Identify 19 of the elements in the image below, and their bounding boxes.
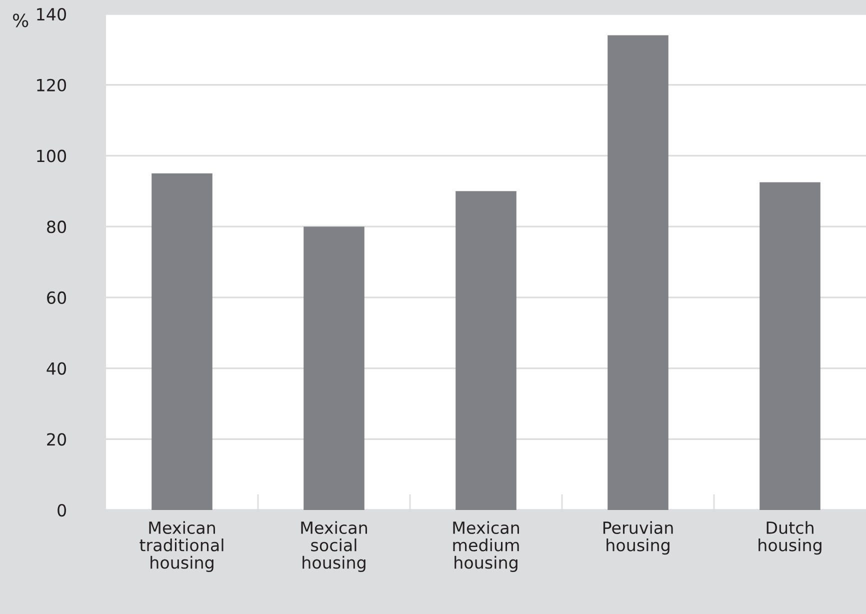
x-tick-label: Dutch housing: [758, 521, 822, 555]
y-tick-label: 80: [47, 220, 66, 234]
x-tick-label: Mexican traditional housing: [140, 521, 224, 572]
bar: [304, 226, 364, 510]
y-tick-label: 140: [37, 8, 66, 21]
bar: [760, 182, 820, 510]
y-axis-title: %: [12, 14, 28, 28]
y-tick-label: 60: [47, 291, 66, 304]
bar: [152, 173, 212, 510]
y-tick-label: 20: [47, 433, 66, 446]
bar: [456, 191, 516, 510]
x-tick-label: Mexican medium housing: [453, 521, 519, 572]
y-tick-label: 100: [37, 150, 66, 162]
x-tick-label: Peruvian housing: [603, 521, 673, 555]
x-tick-label: Mexican social housing: [301, 521, 367, 572]
y-tick-label: 120: [37, 78, 66, 92]
y-tick-label: 40: [46, 362, 66, 375]
y-tick-label: 0: [58, 504, 66, 517]
bar: [608, 35, 668, 510]
